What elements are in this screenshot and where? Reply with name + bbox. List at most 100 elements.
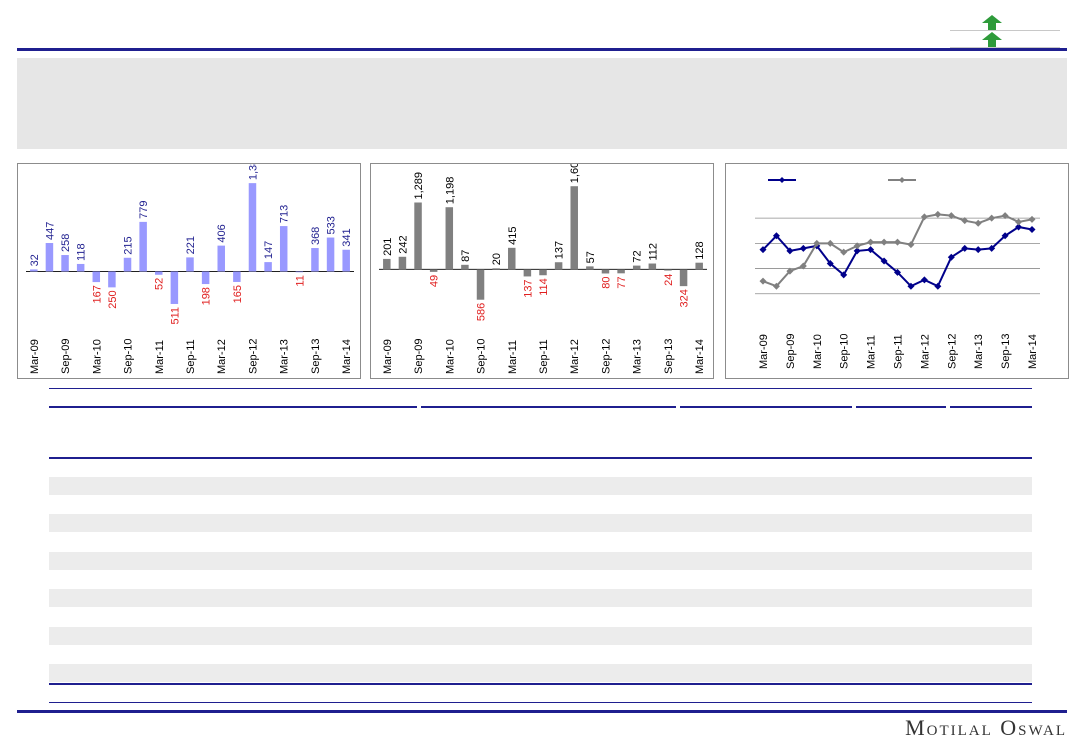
- chart-panel-2: 201 242 1,289 49 1,198 87 586 20 415 137 114 137 1,6…: [370, 163, 714, 379]
- summary-band: [17, 58, 1067, 149]
- data-label: 341: [341, 228, 353, 246]
- x-tick-label: Sep-12: [247, 339, 259, 374]
- x-tick-label: Mar-14: [694, 339, 706, 374]
- bar: [45, 243, 54, 272]
- data-label: 49: [429, 275, 441, 287]
- x-tick-label: Mar-13: [973, 334, 985, 369]
- x-tick-label: Mar-11: [866, 335, 878, 369]
- bar-chart-2: 201 242 1,289 49 1,198 87 586 20 415 137 114 137 1,6…: [379, 164, 707, 374]
- series-point: [920, 213, 928, 221]
- data-label: 80: [600, 276, 612, 288]
- series-point: [1015, 218, 1023, 226]
- x-tick-label: Mar-10: [444, 339, 456, 374]
- x-tick-label: Sep-13: [1000, 334, 1012, 369]
- x-tick-label: Mar-09: [382, 339, 394, 374]
- bar: [233, 271, 241, 282]
- bar: [217, 245, 225, 272]
- series-point: [920, 276, 928, 284]
- x-tick-label: Sep-11: [893, 334, 905, 369]
- table-row: [49, 477, 1032, 495]
- data-label: 447: [44, 222, 56, 240]
- bar: [92, 271, 101, 283]
- series-point: [826, 239, 834, 247]
- data-label: 586: [476, 303, 488, 321]
- bar: [311, 248, 319, 272]
- table-column-rule: [680, 406, 852, 408]
- bar: [601, 269, 610, 274]
- series-point: [988, 244, 996, 252]
- bar: [476, 269, 485, 300]
- series-point: [1001, 212, 1009, 220]
- bar: [108, 271, 116, 288]
- data-label: 415: [507, 226, 519, 244]
- bar: [679, 269, 688, 287]
- line-chart: Mar-09 Sep-09 Mar-10 Sep-10 Mar-11 Sep-11 Mar-…: [755, 177, 1040, 369]
- x-tick-label: Mar-13: [632, 339, 644, 374]
- data-label: 198: [201, 287, 213, 305]
- bar: [492, 268, 500, 270]
- rating-row: [950, 31, 1060, 48]
- bar: [414, 202, 422, 270]
- x-tick-label: Sep-11: [185, 339, 197, 374]
- rating-box: [950, 14, 1060, 48]
- bar: [248, 183, 257, 272]
- series-point: [1028, 226, 1036, 233]
- bar: [648, 263, 657, 270]
- data-label: 57: [585, 251, 597, 263]
- table-bottom-rule: [49, 702, 1032, 703]
- series-point: [947, 253, 955, 261]
- series-point: [974, 219, 982, 227]
- data-label: 368: [310, 227, 322, 245]
- series-point: [974, 246, 982, 254]
- table-top-rule: [49, 388, 1032, 389]
- x-tick-label: Sep-12: [946, 334, 958, 369]
- bar: [201, 271, 210, 285]
- series-point: [786, 267, 794, 275]
- x-tick-label: Mar-09: [758, 334, 770, 369]
- data-label: 221: [185, 236, 197, 254]
- bar: [139, 221, 147, 272]
- series-point: [759, 246, 767, 254]
- data-label: 32: [29, 254, 41, 266]
- bar: [326, 237, 335, 272]
- bar: [664, 269, 672, 271]
- footer-rule: [17, 710, 1067, 713]
- table-column-rule: [421, 406, 676, 408]
- rating-row: [950, 14, 1060, 31]
- x-tick-label: Sep-09: [413, 339, 425, 374]
- data-label: 137: [522, 279, 534, 297]
- bar: [445, 207, 454, 270]
- series-point: [853, 247, 861, 255]
- series-point: [880, 238, 888, 246]
- bar: [30, 269, 38, 272]
- table-bottom-rule: [49, 683, 1032, 685]
- x-tick-label: Mar-12: [569, 339, 581, 374]
- data-label: 72: [632, 250, 644, 262]
- data-label: 165: [232, 285, 244, 303]
- table-column-rule: [950, 406, 1032, 408]
- up-arrow-icon: [982, 32, 1002, 47]
- series-point: [840, 248, 848, 256]
- table-row: [49, 664, 1032, 682]
- x-tick-label: Mar-11: [154, 340, 166, 374]
- data-label: 713: [279, 205, 291, 223]
- bar: [398, 256, 407, 270]
- series-point: [867, 238, 875, 246]
- data-label: 137: [554, 241, 566, 259]
- series-point: [867, 246, 875, 254]
- bar: [155, 271, 163, 275]
- data-label: 250: [107, 290, 119, 308]
- series-point: [772, 232, 780, 240]
- data-label: 24: [663, 274, 675, 286]
- chart-panel-1: 32 447 258 118 167 250 215 779 52 511 221 198 406 165…: [17, 163, 361, 379]
- x-tick-label: Mar-13: [279, 339, 291, 374]
- data-label: 112: [647, 243, 659, 261]
- bar: [695, 262, 703, 270]
- series-point: [894, 268, 901, 276]
- table-row: [49, 589, 1032, 607]
- data-label: 114: [538, 278, 550, 296]
- bar: [170, 271, 179, 304]
- series-point: [894, 238, 901, 246]
- bar: [508, 247, 516, 270]
- bar: [617, 269, 625, 274]
